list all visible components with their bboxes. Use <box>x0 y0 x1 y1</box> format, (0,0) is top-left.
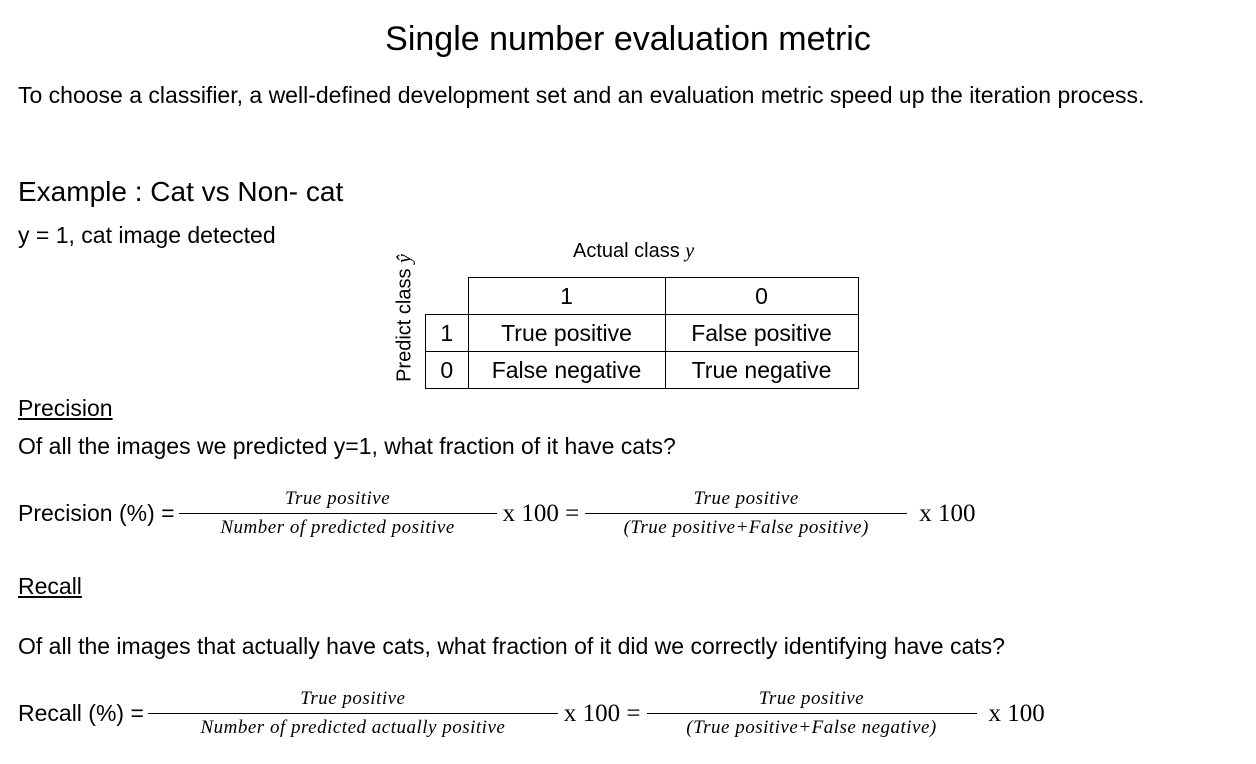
formula-label: Recall (%) = <box>18 700 144 726</box>
multiplier: x 100 = <box>502 499 580 527</box>
denominator: Number of predicted positive <box>220 517 455 538</box>
row-label: 1 <box>425 314 469 352</box>
column-header-symbol: y <box>685 240 695 262</box>
fraction: True positive Number of predicted positiv… <box>178 488 497 539</box>
row-header-symbol: ŷ <box>393 254 416 263</box>
cell: False negative <box>467 351 666 389</box>
multiplier: x 100 = <box>563 699 641 727</box>
recall-heading: Recall <box>18 573 82 599</box>
precision-question: Of all the images we predicted y=1, what… <box>18 433 676 459</box>
numerator: True positive <box>585 488 908 514</box>
cell: False positive <box>664 314 859 352</box>
example-heading: Example : Cat vs Non- cat <box>18 176 344 207</box>
numerator: True positive <box>147 688 558 714</box>
numerator: True positive <box>178 488 497 514</box>
multiplier: x 100 <box>919 499 976 527</box>
cell: True positive <box>467 314 666 352</box>
multiplier: x 100 <box>988 699 1045 727</box>
column-label: 0 <box>664 277 859 315</box>
fraction: True positive Number of predicted actuall… <box>147 688 558 739</box>
intro: To choose a classifier, a well-defined d… <box>18 82 1145 108</box>
row-header: Predict class ŷ <box>394 254 417 382</box>
title: Single number evaluation metric <box>385 20 871 58</box>
precision-formula: Precision (%) = True positive Number of p… <box>18 488 981 539</box>
row-header-label: Predict class <box>393 268 416 382</box>
denominator: (True positive+False negative) <box>686 717 937 738</box>
fraction: True positive (True positive+False positi… <box>585 488 908 539</box>
denominator: Number of predicted actually positive <box>200 717 506 738</box>
fraction: True positive (True positive+False negati… <box>646 688 977 739</box>
recall-formula: Recall (%) = True positive Number of pred… <box>18 688 1051 739</box>
confusion-table: 1 0 1 True positive False positive 0 False … <box>425 277 859 389</box>
row-label: 0 <box>425 351 469 389</box>
numerator: True positive <box>646 688 977 714</box>
example-note: y = 1, cat image detected <box>18 222 276 248</box>
cell: True negative <box>664 351 859 389</box>
corner <box>425 277 469 315</box>
formula-label: Precision (%) = <box>18 500 175 526</box>
column-header-label: Actual class <box>573 240 680 262</box>
column-label: 1 <box>467 277 666 315</box>
column-header: Actual class y <box>573 240 694 263</box>
precision-heading: Precision <box>18 395 113 421</box>
recall-question: Of all the images that actually have cat… <box>18 633 1005 659</box>
denominator: (True positive+False positive) <box>623 517 869 538</box>
